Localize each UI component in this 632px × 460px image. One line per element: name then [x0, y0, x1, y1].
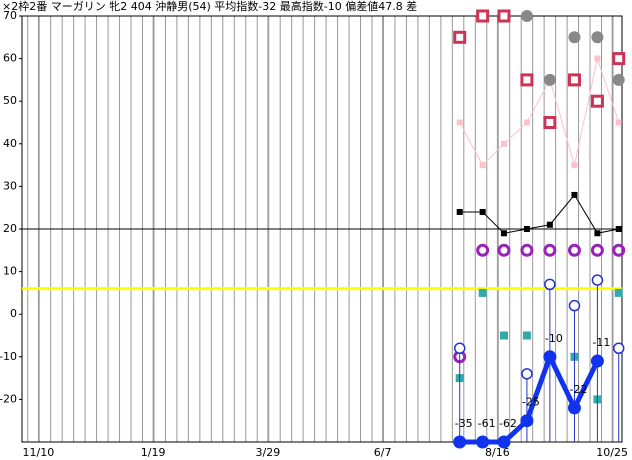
marker	[567, 243, 581, 257]
x-tick-label: 3/29	[256, 446, 281, 459]
marker	[568, 299, 581, 312]
marker	[591, 31, 604, 44]
data-label: -35	[455, 417, 473, 430]
data-label: -11	[592, 336, 610, 349]
marker	[478, 288, 487, 297]
marker	[590, 243, 604, 257]
series-line	[459, 194, 619, 234]
marker	[497, 435, 511, 449]
marker	[479, 208, 486, 215]
x-tick-label: 6/7	[374, 446, 392, 459]
marker	[497, 243, 511, 257]
marker	[456, 208, 463, 215]
data-label: -62	[499, 417, 517, 430]
marker	[612, 52, 626, 66]
x-tick-label: 10/25	[596, 446, 628, 459]
marker	[520, 73, 534, 87]
marker	[499, 331, 508, 340]
marker	[453, 30, 467, 44]
marker	[520, 243, 534, 257]
marker	[594, 230, 601, 237]
marker	[543, 116, 557, 129]
marker	[476, 435, 490, 449]
marker	[543, 350, 557, 364]
marker	[590, 94, 604, 108]
y-tick-label: -10	[0, 350, 17, 363]
x-tick-label: 1/19	[141, 446, 166, 459]
marker	[476, 9, 490, 23]
marker	[615, 226, 622, 232]
marker	[571, 191, 578, 198]
y-tick-label: 50	[3, 94, 17, 107]
marker	[497, 9, 511, 23]
data-label: -22	[569, 383, 587, 396]
marker	[544, 278, 556, 291]
y-tick-label: 60	[3, 52, 17, 65]
chart-title: ×2枠2番 マーガリン 牝2 404 沖静男(54) 平均指数-32 最高指数-…	[2, 0, 417, 13]
y-tick-label: 30	[3, 179, 17, 192]
y-tick-label: 40	[3, 137, 17, 150]
marker	[500, 230, 507, 237]
marker	[614, 288, 623, 297]
y-tick-label: 70	[3, 9, 17, 22]
y-tick-label: 10	[3, 265, 17, 278]
marker	[615, 119, 622, 126]
marker	[612, 342, 625, 355]
marker	[476, 243, 490, 257]
marker	[500, 140, 507, 147]
data-label: -61	[478, 417, 496, 430]
marker	[567, 73, 581, 87]
y-tick-label: 0	[10, 307, 17, 320]
marker	[543, 243, 557, 257]
marker	[594, 55, 601, 62]
marker	[521, 368, 533, 380]
marker	[546, 221, 553, 228]
marker	[523, 226, 530, 232]
y-tick-label: 20	[3, 222, 17, 235]
marker	[523, 119, 530, 126]
marker	[612, 73, 625, 86]
marker	[456, 119, 463, 126]
marker	[568, 31, 581, 44]
marker	[453, 342, 466, 355]
series-line	[459, 56, 620, 166]
x-tick-label: 11/10	[23, 446, 55, 459]
marker	[612, 243, 626, 257]
marker	[520, 10, 533, 22]
marker	[520, 414, 534, 428]
data-label: -25	[522, 396, 540, 409]
y-tick-label: -20	[0, 392, 17, 405]
marker	[590, 354, 604, 368]
marker	[543, 73, 556, 86]
marker	[591, 274, 604, 286]
marker	[479, 162, 486, 169]
marker	[453, 435, 467, 449]
marker	[571, 162, 578, 169]
data-label: -10	[545, 332, 563, 345]
x-tick-label: 8/16	[485, 446, 510, 459]
marker	[522, 331, 531, 340]
marker	[567, 401, 581, 415]
